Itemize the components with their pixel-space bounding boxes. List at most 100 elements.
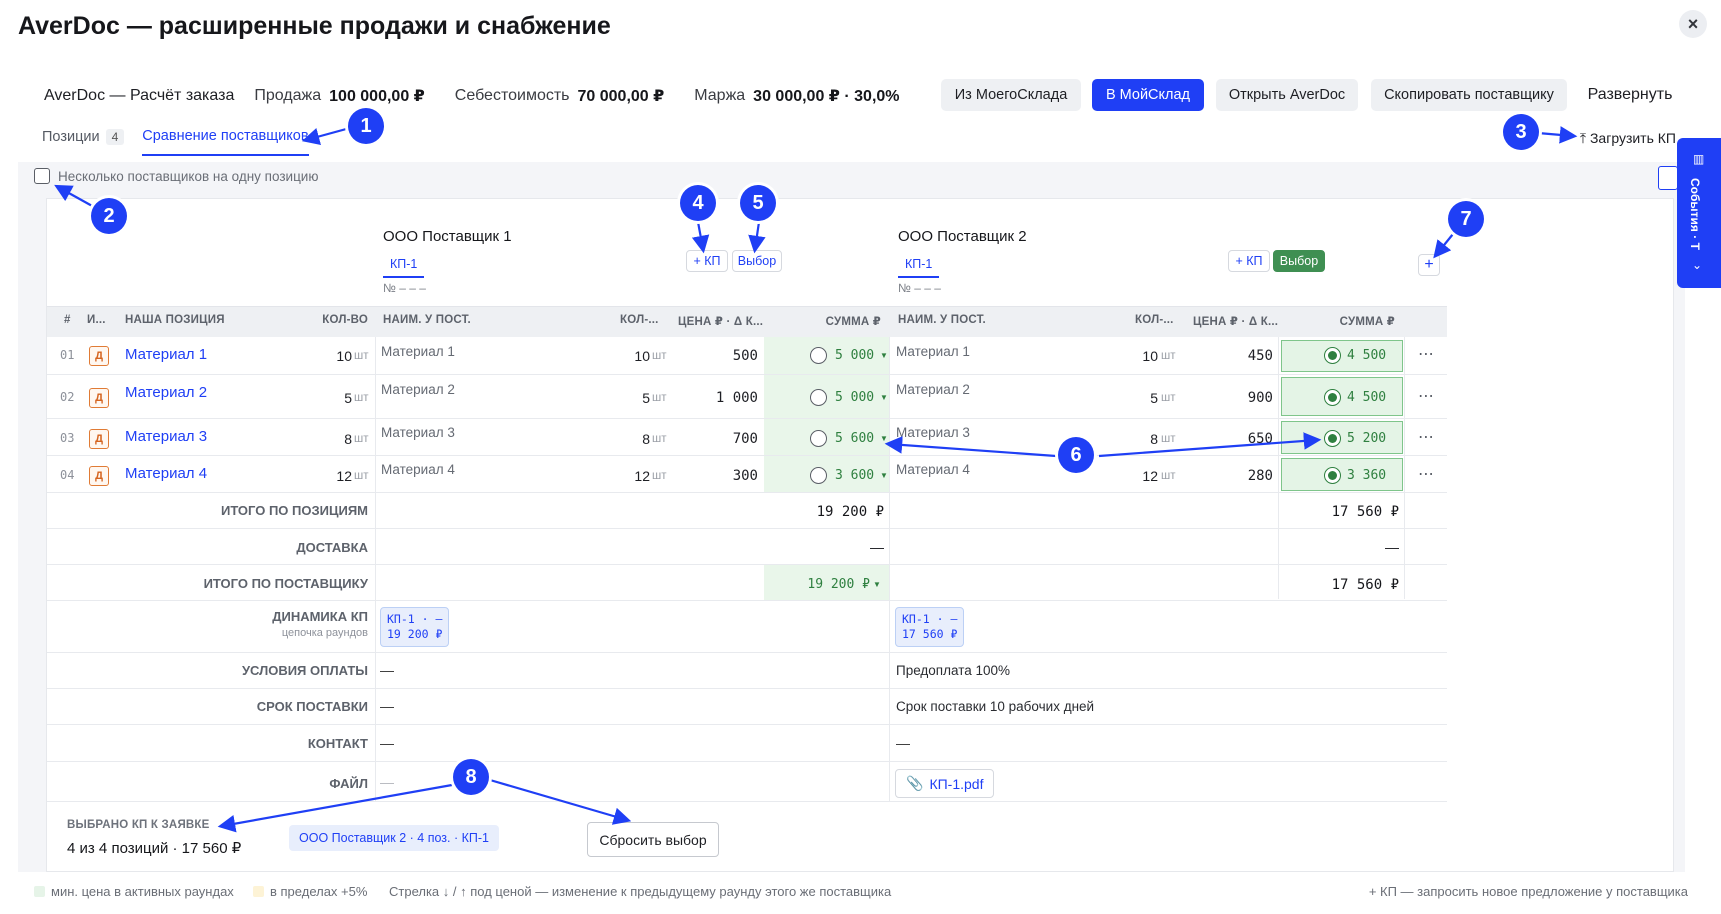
triangle-down-icon: ▼	[880, 351, 888, 360]
expand-button[interactable]: Развернуть	[1587, 86, 1673, 103]
upload-icon: ⤒	[1579, 130, 1587, 146]
s2-delivery-term: Срок поставки 10 рабочих дней	[896, 699, 1095, 714]
s2-dynamics-chip[interactable]: КП-1 · – 17 560 ₽	[895, 607, 965, 647]
s2-file-button[interactable]: 📎 КП-1.pdf	[895, 769, 995, 798]
s1-item-unit: шт	[652, 470, 667, 482]
sale-value: 100 000,00 ₽	[329, 88, 425, 105]
col-s1-price: ЦЕНА ₽ · Δ К...	[678, 316, 764, 328]
marker-1: 1	[348, 108, 384, 144]
s2-item-qty: 8	[1150, 431, 1158, 447]
contact-label: КОНТАКТ	[307, 736, 368, 751]
supplier-1-add-kp-button[interactable]: + КП	[686, 250, 728, 272]
s2-item-name: Материал 4	[896, 462, 970, 477]
reset-selection-button[interactable]: Сбросить выбор	[587, 822, 719, 857]
s1-item-unit: шт	[652, 392, 667, 404]
tab-supplier-comparison[interactable]: Сравнение поставщиков	[142, 128, 309, 156]
material-link[interactable]: Материал 1	[125, 346, 208, 363]
s2-item-unit: шт	[1161, 350, 1176, 362]
more-icon[interactable]: ⋯	[1418, 429, 1434, 446]
supplier-2-add-kp-button[interactable]: + КП	[1228, 250, 1270, 272]
s1-item-price: 300	[732, 468, 758, 484]
s2-select-radio[interactable]	[1324, 430, 1341, 447]
from-moysklad-button[interactable]: Из МоегоСклада	[941, 79, 1081, 111]
s2-delivery: —	[1385, 539, 1399, 555]
total-supplier-label: ИТОГО ПО ПОСТАВЩИКУ	[203, 576, 368, 591]
more-icon[interactable]: ⋯	[1418, 388, 1434, 405]
s1-item-price: 500	[732, 348, 758, 364]
s2-select-radio[interactable]	[1324, 389, 1341, 406]
marker-2: 2	[91, 198, 127, 234]
dynamics-sublabel: цепочка раундов	[281, 627, 368, 639]
marker-4: 4	[680, 185, 716, 221]
row-unit: шт	[354, 392, 369, 404]
s1-item-name: Материал 3	[381, 425, 455, 440]
s2-select-radio[interactable]	[1324, 467, 1341, 484]
supplier-1-select-button[interactable]: Выбор	[732, 250, 782, 272]
s1-dynamics-round: КП-1 · –	[387, 612, 443, 626]
collapse-panel-button[interactable]	[1658, 166, 1678, 190]
col-s2-name: НАИМ. У ПОСТ.	[898, 314, 986, 326]
s1-item-qty: 8	[642, 431, 650, 447]
s1-select-radio[interactable]	[810, 347, 827, 364]
more-icon[interactable]: ⋯	[1418, 466, 1434, 483]
row-index: 03	[60, 431, 75, 445]
col-s1-sum: СУММА ₽	[825, 316, 881, 328]
s2-item-sum: 3 360	[1347, 468, 1387, 483]
upload-kp-button[interactable]: ⤒ Загрузить КП	[1580, 130, 1676, 147]
more-icon[interactable]: ⋯	[1418, 346, 1434, 363]
s1-select-radio[interactable]	[810, 467, 827, 484]
row-type-badge: Д	[89, 388, 109, 408]
s2-item-unit: шт	[1161, 392, 1176, 404]
legend-arrow-note: Стрелка ↓ / ↑ под ценой — изменение к пр…	[389, 884, 892, 899]
tab-positions[interactable]: Позиции 4	[42, 129, 125, 155]
selected-kp-label: ВЫБРАНО КП К ЗАЯВКЕ	[67, 819, 210, 831]
cost-label: Себестоимость	[454, 87, 570, 104]
row-unit: шт	[354, 350, 369, 362]
row-qty: 5	[344, 390, 352, 406]
column-divider	[375, 337, 376, 801]
multi-supplier-checkbox[interactable]	[34, 168, 50, 184]
supplier-1-kp-tab[interactable]: КП-1	[383, 254, 425, 278]
material-link[interactable]: Материал 4	[125, 465, 208, 482]
s2-item-qty: 5	[1150, 390, 1158, 406]
s1-total-positions: 19 200 ₽	[816, 504, 884, 520]
s1-item-unit: шт	[652, 433, 667, 445]
s1-item-unit: шт	[652, 350, 667, 362]
s2-item-sum: 4 500	[1347, 348, 1387, 363]
s1-select-radio[interactable]	[810, 430, 827, 447]
s1-select-radio[interactable]	[810, 389, 827, 406]
s2-dynamics-round: КП-1 · –	[902, 612, 958, 626]
legend-min-price-label: мин. цена в активных раундах	[51, 884, 234, 899]
sale-label: Продажа	[254, 87, 322, 104]
row-divider	[47, 761, 1447, 762]
s2-item-sum: 4 500	[1347, 390, 1387, 405]
supplier-2-select-button[interactable]: Выбор	[1273, 250, 1325, 272]
material-link[interactable]: Материал 3	[125, 428, 208, 445]
add-supplier-button[interactable]: +	[1418, 254, 1440, 276]
s1-total-supplier: 19 200 ₽	[807, 577, 870, 592]
copy-supplier-button[interactable]: Скопировать поставщику	[1371, 79, 1567, 111]
events-panel-label: События · Т	[1688, 178, 1702, 250]
selected-kp-chip[interactable]: ООО Поставщик 2 · 4 поз. · КП-1	[289, 825, 499, 851]
s1-dynamics-chip[interactable]: КП-1 · – 19 200 ₽	[380, 607, 450, 647]
summary-doc: AverDoc — Расчёт заказа	[44, 87, 235, 104]
multi-supplier-label: Несколько поставщиков на одну позицию	[58, 168, 319, 184]
s2-item-unit: шт	[1161, 470, 1176, 482]
s2-select-radio[interactable]	[1324, 347, 1341, 364]
to-moysklad-button[interactable]: В МойСклад	[1092, 79, 1204, 111]
row-divider	[47, 418, 1447, 419]
col-s2-price: ЦЕНА ₽ · Δ К...	[1193, 316, 1279, 328]
s2-selected-cell	[1281, 340, 1403, 372]
col-s1-name: НАИМ. У ПОСТ.	[383, 314, 471, 326]
open-averdoc-button[interactable]: Открыть AverDoc	[1216, 79, 1358, 111]
tab-positions-count: 4	[105, 129, 125, 145]
material-link[interactable]: Материал 2	[125, 384, 208, 401]
close-icon[interactable]: ×	[1679, 10, 1707, 38]
row-divider	[47, 374, 1447, 375]
supplier-2-kp-tab[interactable]: КП-1	[898, 254, 940, 278]
selected-kp-count: 4 из 4 позиций · 17 560 ₽	[67, 840, 242, 857]
col-type: И...	[87, 314, 106, 326]
events-side-panel[interactable]: ▥ События · Т ⌄	[1677, 138, 1721, 288]
col-s1-qty: КОЛ-...	[620, 314, 659, 326]
triangle-down-icon: ▼	[873, 580, 881, 589]
